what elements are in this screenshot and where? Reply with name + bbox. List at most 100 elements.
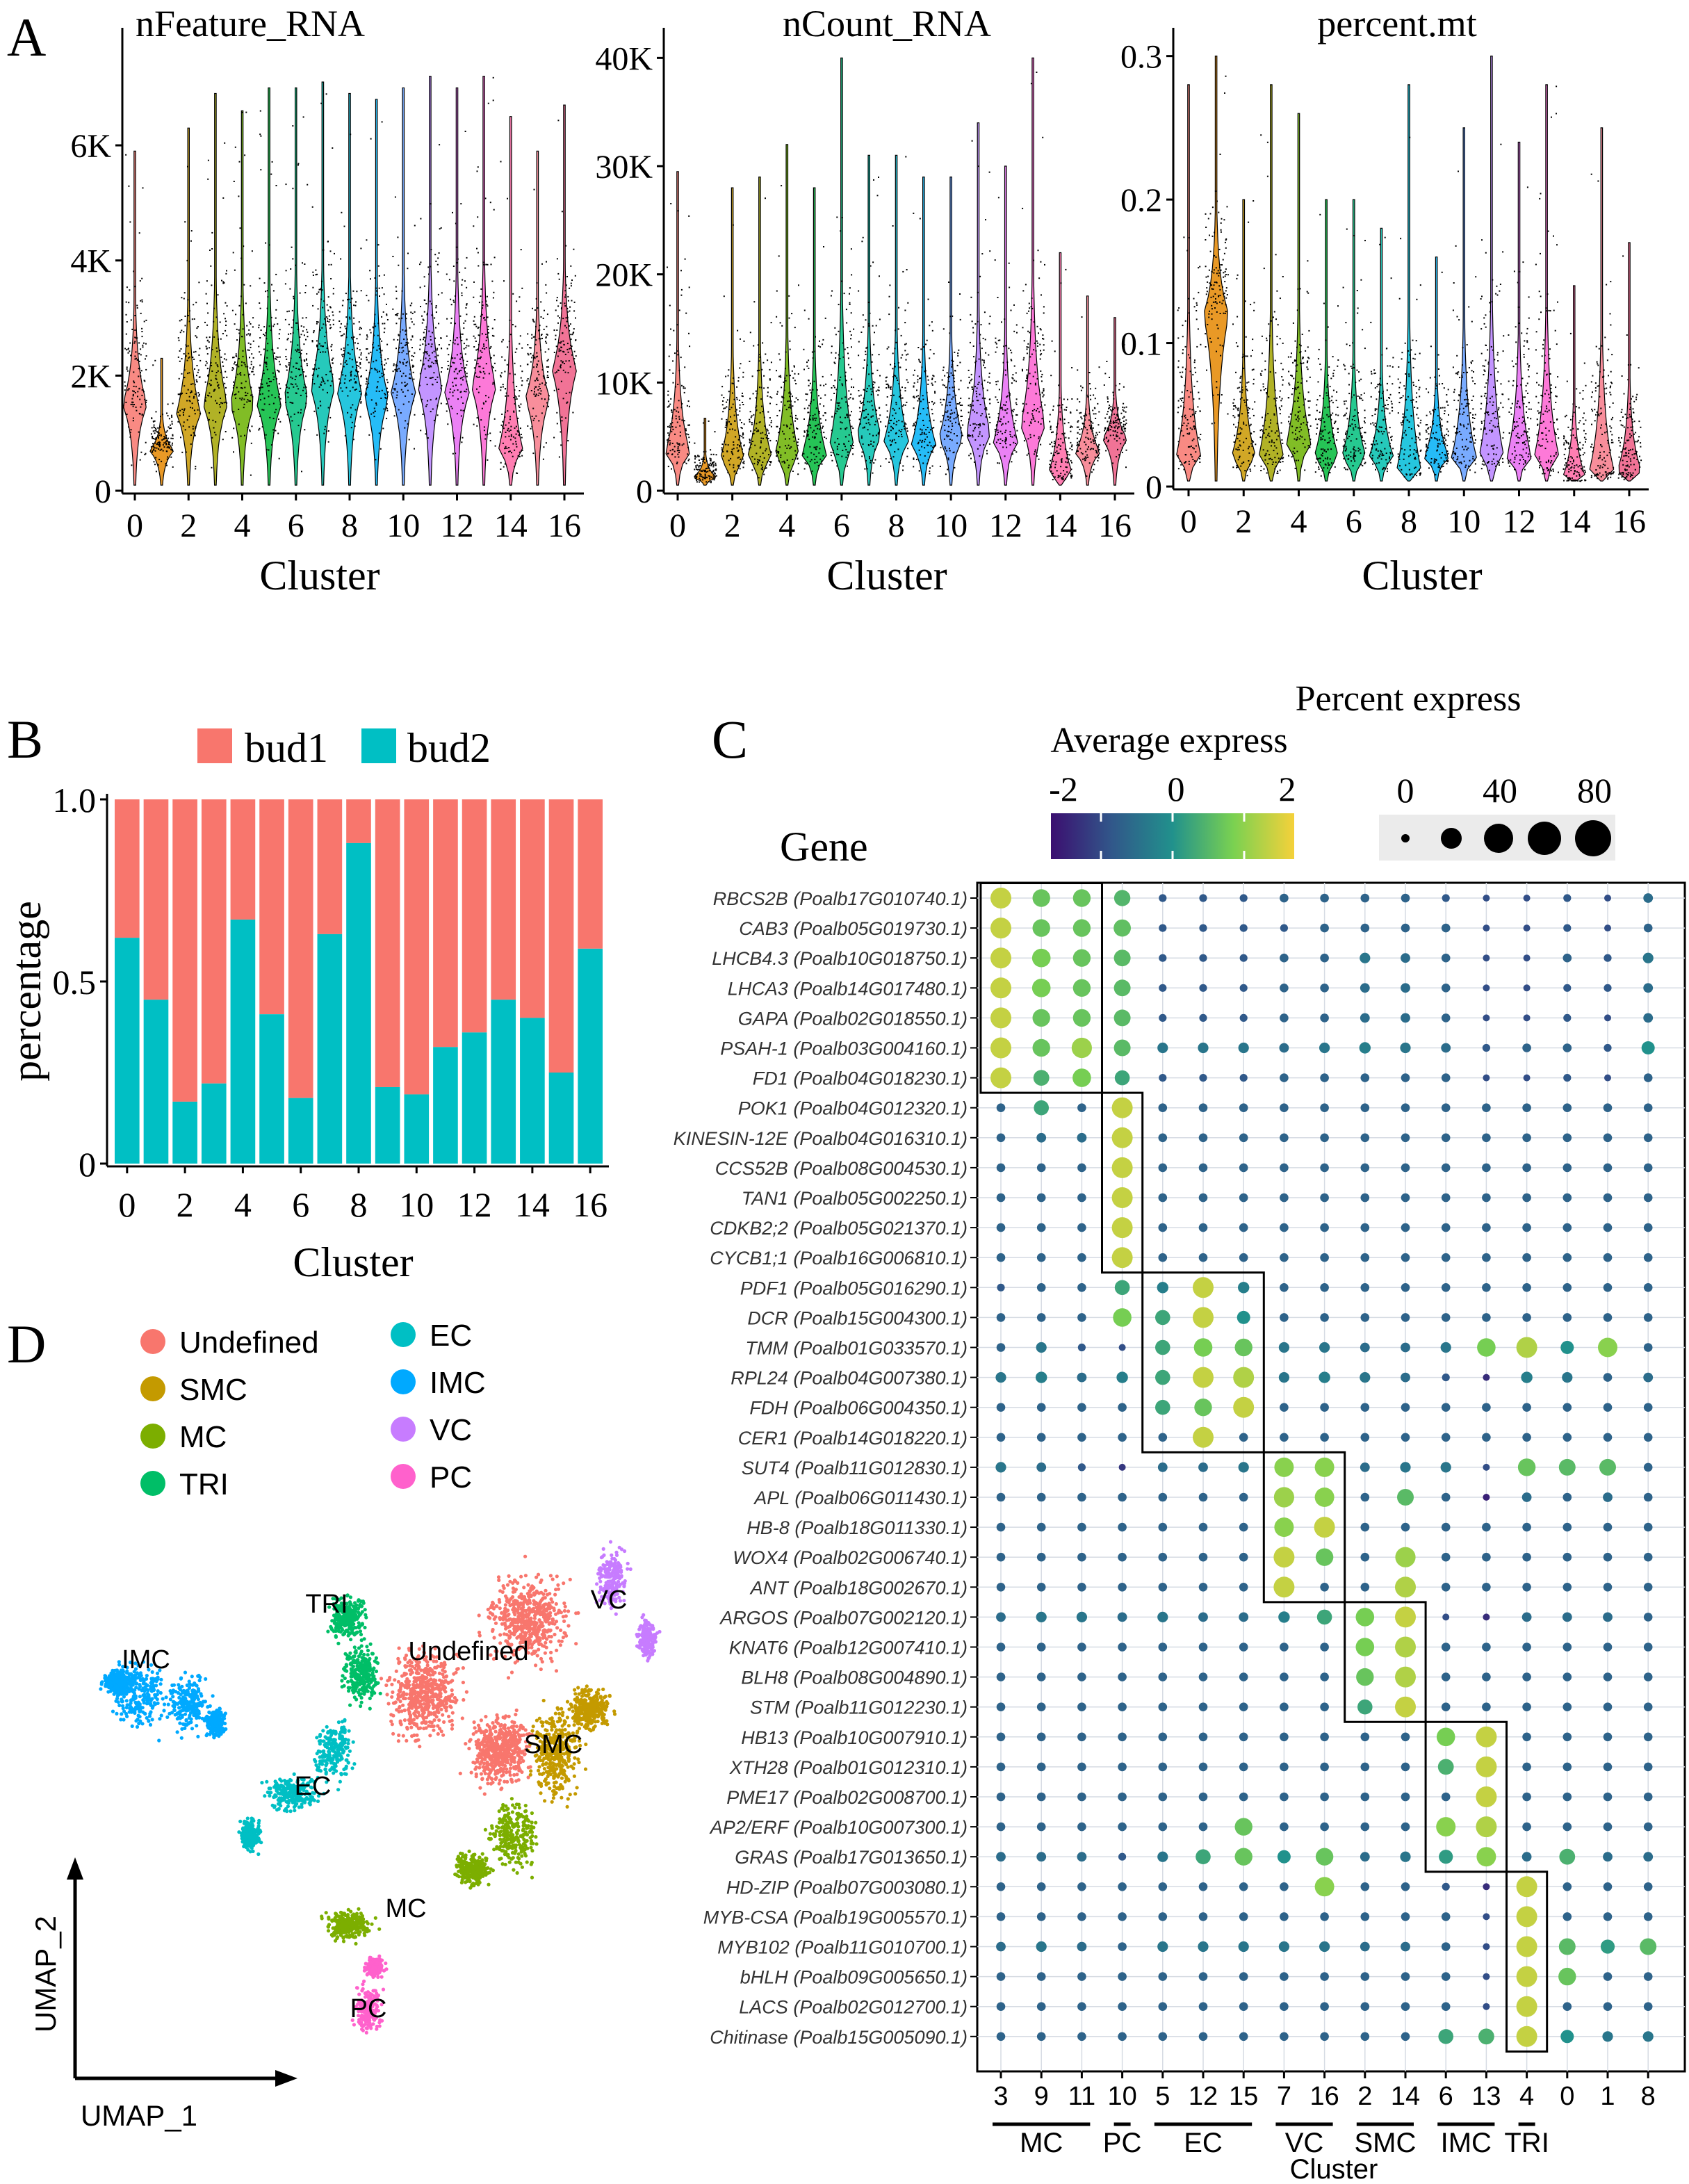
violin-point: [688, 437, 690, 439]
violin-point: [955, 417, 957, 419]
violin-point: [1015, 324, 1018, 326]
violin-point: [246, 325, 248, 327]
violin-point: [366, 338, 368, 340]
violin-point: [220, 356, 222, 358]
violin-point: [968, 398, 970, 400]
violin-point: [537, 307, 539, 309]
violin-point: [851, 378, 853, 380]
violin-point: [924, 455, 926, 457]
violin-point: [972, 423, 974, 425]
violin-point: [154, 450, 156, 452]
violin-point: [1125, 419, 1127, 421]
violin-point: [763, 387, 765, 389]
violin-point: [947, 457, 949, 459]
violin-point: [546, 313, 548, 316]
violin-point: [247, 392, 249, 394]
violin-point: [1246, 382, 1248, 384]
violin-point: [806, 393, 808, 396]
violin-point: [345, 386, 348, 389]
violin-point: [517, 431, 519, 433]
violin-point: [675, 386, 676, 388]
violin-point: [1192, 414, 1194, 416]
violin-point: [918, 359, 920, 361]
violin-point: [786, 425, 788, 427]
violin-point: [238, 304, 240, 307]
violin-point: [315, 359, 317, 361]
violin-point: [726, 423, 728, 425]
violin-point: [450, 318, 452, 320]
violin-point: [305, 392, 307, 394]
violin-point: [193, 304, 195, 306]
violin-point: [1125, 423, 1127, 425]
violin-point: [357, 348, 358, 350]
violin-point: [527, 425, 529, 427]
violin-point: [913, 382, 915, 384]
violin-point: [688, 215, 690, 217]
violin-point: [1225, 287, 1227, 289]
violin-point: [321, 376, 323, 378]
violin-point: [849, 293, 850, 295]
violin-point: [671, 453, 674, 455]
violin-point: [380, 354, 382, 356]
violin-point: [723, 407, 725, 409]
violin-point: [1280, 405, 1282, 407]
violin-point: [249, 334, 251, 336]
violin-point: [672, 382, 674, 384]
violin-point: [159, 449, 161, 451]
violin-point: [785, 445, 787, 447]
violin-point: [841, 280, 843, 282]
violin-point: [129, 432, 131, 433]
violin-point: [473, 296, 475, 298]
violin-point: [1252, 350, 1253, 351]
violin-point: [797, 438, 799, 440]
violin-point: [894, 418, 895, 420]
violin-point: [398, 318, 400, 320]
violin-point: [729, 428, 731, 430]
violin-point: [430, 339, 432, 341]
violin-point: [303, 359, 305, 361]
violin-point: [803, 407, 806, 409]
violin-point: [411, 355, 413, 357]
violin-point: [219, 406, 221, 408]
violin-point: [1041, 380, 1043, 382]
violin-point: [760, 464, 762, 466]
violin-point: [946, 450, 948, 452]
violin-point: [1116, 436, 1118, 438]
violin-point: [868, 456, 870, 458]
violin-point: [1113, 413, 1116, 415]
violin-point: [1193, 421, 1195, 423]
violin-point: [1080, 385, 1082, 387]
violin-point: [183, 421, 185, 423]
violin-point: [1186, 390, 1189, 391]
violin-point: [279, 387, 282, 389]
violin-point: [1112, 430, 1114, 432]
violin-point: [1070, 475, 1072, 478]
violin-point: [1207, 218, 1209, 220]
violin-point: [875, 434, 877, 437]
violin-point: [1251, 440, 1253, 442]
violin-point: [676, 442, 678, 444]
violin-point: [293, 298, 295, 300]
violin-point: [1281, 376, 1283, 377]
violin-point: [751, 443, 753, 445]
violin-point: [1079, 448, 1082, 450]
violin-point: [165, 441, 167, 443]
violin-point: [353, 378, 355, 380]
violin-point: [1180, 405, 1182, 407]
violin-point: [1086, 429, 1088, 431]
violin-point: [917, 443, 919, 445]
violin-point: [331, 349, 332, 351]
violin-point: [986, 389, 988, 391]
violin-point: [270, 173, 272, 175]
violin-point: [494, 370, 496, 372]
violin-point: [808, 384, 810, 386]
violin-point: [794, 401, 796, 403]
violin-point: [237, 373, 239, 375]
violin-point: [984, 398, 986, 400]
violin-point: [450, 388, 452, 390]
violin-point: [858, 407, 860, 409]
violin-point: [752, 441, 753, 442]
violin-point: [933, 403, 934, 405]
violin-point: [958, 403, 960, 405]
violin-point: [1081, 316, 1083, 318]
